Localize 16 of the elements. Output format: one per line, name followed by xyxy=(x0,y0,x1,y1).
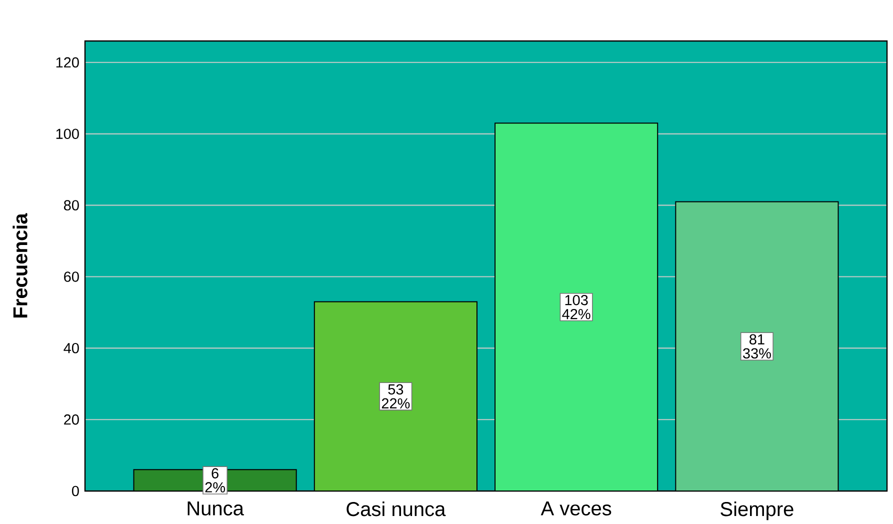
y-tick-label: 120 xyxy=(56,57,79,68)
y-tick-label: 20 xyxy=(64,414,79,425)
y-tick-label: 40 xyxy=(64,343,79,354)
y-tick-label: 100 xyxy=(56,128,79,139)
x-tick-label: Casi nunca xyxy=(346,502,446,516)
data-label: 103 42% xyxy=(562,294,590,320)
y-tick-label: 80 xyxy=(64,200,79,210)
data-label: 53 22% xyxy=(382,384,410,408)
y-tick-label: 60 xyxy=(64,272,79,282)
x-tick-label: A veces xyxy=(540,502,612,516)
x-tick-label: Siempre xyxy=(720,502,794,520)
y-tick-label: 0 xyxy=(72,486,79,496)
y-axis-title: Frecuencia xyxy=(12,213,28,318)
data-label: 81 33% xyxy=(742,334,771,358)
x-tick-label: Nunca xyxy=(188,502,244,516)
data-label: 6 2% xyxy=(205,468,226,492)
